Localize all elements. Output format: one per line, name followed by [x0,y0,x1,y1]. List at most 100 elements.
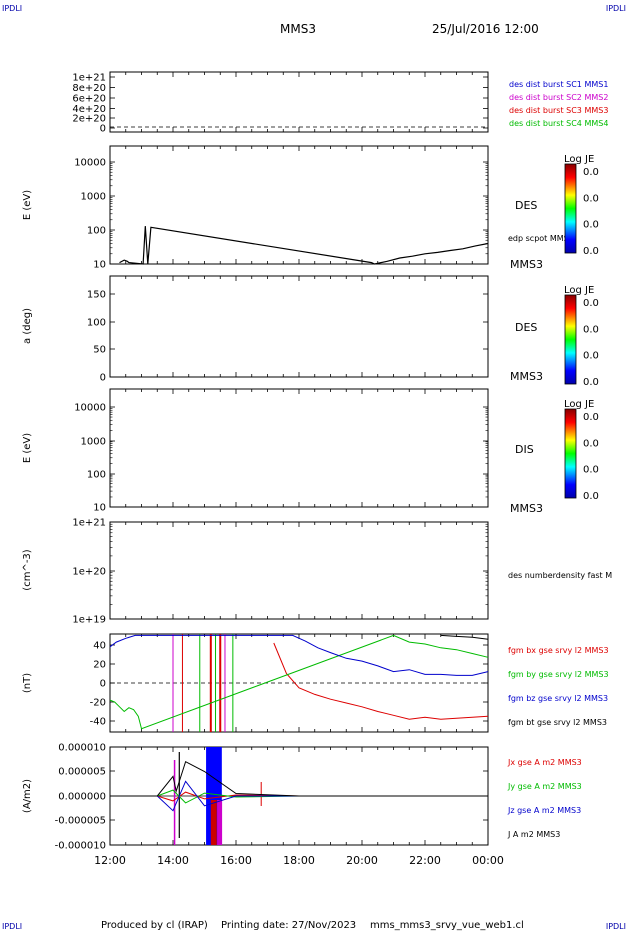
des-energy-colorbar [564,163,577,254]
des-energy-colorbar-tick-label: 0.0 [583,193,599,204]
current-panel-y-tick-label: -0.000005 [55,816,106,827]
fgm-legend-entry: fgm by gse srvy l2 MMS3 [508,670,609,679]
bottom-left-corner-label: IPDLI [2,922,23,931]
current-series-line-4 [110,760,488,797]
density-legend: des numberdensity fast M [508,571,612,580]
bottom-right-corner-label: IPDLI [605,922,626,931]
burst-legend-entry: des dist burst SC4 MMS4 [509,119,608,128]
density-panel-y-tick-label: 1e+21 [72,518,106,529]
burst-panel-y-tick-label: 6e+20 [72,94,106,105]
des-pitch-colorbar-tick-label: 0.0 [583,351,599,362]
dis-energy-panel-y-axis-label: E (eV) [22,433,33,463]
current-burst-red-block [210,800,217,845]
fgm-panel-y-tick-label: 0 [100,679,106,690]
fgm-series-line-1 [273,642,489,720]
des-energy-panel-y-tick-label: 100 [87,226,106,237]
des-pitch-colorbar-tick-label: 0.0 [583,324,599,335]
current-legend-entry: Jz gse A m2 MMS3 [507,806,581,815]
des-pitch-sublabel: MMS3 [510,370,543,383]
des-pitch-panel-frame [109,275,489,378]
des-energy-colorbar-title: Log JE [564,154,594,165]
fgm-series-line-3 [109,634,489,676]
burst-panel-y-tick-label: 8e+20 [72,83,106,94]
fgm-legend-entry: fgm bx gse srvy l2 MMS3 [508,646,609,655]
des-pitch-panel-y-tick-label: 50 [93,345,106,356]
fgm-panel-y-tick-label: 20 [93,660,106,671]
des-energy-overlay-label: edp scpot MMS3 [508,234,574,243]
burst-panel-y-tick-label: 0 [100,124,106,135]
burst-legend-entry: des dist burst SC3 MMS3 [509,106,608,115]
fgm-legend-entry: fgm bz gse srvy l2 MMS3 [508,694,608,703]
footer-produced-by: Produced by cl (IRAP) [101,920,208,931]
x-axis-time-label: 18:00 [283,854,315,867]
dis-energy-panel-y-tick-label: 100 [87,470,106,481]
des-pitch-colorbar-tick-label: 0.0 [583,298,599,309]
des-energy-colorbar-tick-label: 0.0 [583,167,599,178]
dis-energy-colorbar-tick-label: 0.0 [583,491,599,502]
fgm-panel-y-tick-label: 40 [93,641,106,652]
burst-legend-entry: des dist burst SC1 MMS1 [509,80,608,89]
dis-energy-panel-y-tick-label: 1000 [81,437,106,448]
dis-energy-colorbar-tick-label: 0.0 [583,412,599,423]
x-axis-time-label: 16:00 [220,854,252,867]
current-legend-entry: Jy gse A m2 MMS3 [507,782,582,791]
fgm-series-line-4 [440,634,489,640]
des-energy-panel-y-tick-label: 1000 [81,192,106,203]
current-panel-y-tick-label: 0.000005 [58,767,106,778]
dis-energy-label: DIS [515,443,534,456]
density-panel-y-axis-label: (cm^-3) [22,549,33,590]
x-axis-time-label: 20:00 [346,854,378,867]
x-axis-time-label: 14:00 [157,854,189,867]
des-pitch-colorbar [564,294,577,385]
fgm-panel-y-axis-label: (nT) [22,673,33,693]
density-panel-y-tick-label: 1e+19 [72,615,106,626]
footer-filename: mms_mms3_srvy_vue_web1.cl [370,920,524,931]
des-pitch-panel-y-tick-label: 100 [87,318,106,329]
des-pitch-colorbar-tick-label: 0.0 [583,377,599,388]
burst-panel-frame [109,71,489,133]
dis-energy-panel-frame [109,388,489,508]
current-panel-y-tick-label: -0.000010 [55,841,106,852]
current-panel-y-tick-label: 0.000000 [58,792,106,803]
des-energy-colorbar-tick-label: 0.0 [583,246,599,257]
des-energy-sublabel: MMS3 [510,258,543,271]
top-right-corner-label: IPDLI [605,4,626,13]
current-legend-entry: Jx gse A m2 MMS3 [507,758,582,767]
burst-panel-y-tick-label: 1e+21 [72,73,106,84]
current-burst-magenta-block [217,800,223,845]
burst-legend-entry: des dist burst SC2 MMS2 [509,93,608,102]
density-panel-frame [109,521,489,620]
dis-energy-colorbar [564,408,577,499]
fgm-panel-y-tick-label: -20 [90,698,106,709]
datetime-title: 25/Jul/2016 12:00 [432,22,539,36]
des-energy-panel-y-tick-label: 10000 [74,158,106,169]
footer-printing-date: Printing date: 27/Nov/2023 [221,920,357,931]
des-pitch-colorbar-title: Log JE [564,285,594,296]
fgm-series-line-2 [109,634,489,730]
des-energy-panel-y-tick-label: 10 [93,260,106,271]
x-axis-time-label: 12:00 [94,854,126,867]
des-energy-label: DES [515,199,537,212]
fgm-panel-y-tick-label: -40 [90,717,106,728]
burst-panel-y-tick-label: 2e+20 [72,114,106,125]
current-panel-y-axis-label: (A/m2) [22,779,33,813]
des-pitch-panel-y-tick-label: 150 [87,290,106,301]
dis-energy-colorbar-tick-label: 0.0 [583,438,599,449]
current-panel-y-tick-label: 0.000010 [58,743,106,754]
burst-panel-y-tick-label: 4e+20 [72,104,106,115]
scpot-line [119,226,489,265]
dis-energy-panel-y-tick-label: 10 [93,503,106,514]
dis-energy-colorbar-tick-label: 0.0 [583,465,599,476]
dis-energy-sublabel: MMS3 [510,502,543,515]
current-legend-entry: J A m2 MMS3 [507,830,560,839]
x-axis-time-label: 22:00 [409,854,441,867]
x-axis-time-label: 00:00 [472,854,504,867]
des-pitch-label: DES [515,321,537,334]
des-pitch-panel-y-axis-label: a (deg) [22,308,33,344]
density-panel-y-tick-label: 1e+20 [72,567,106,578]
top-left-corner-label: IPDLI [2,4,23,13]
fgm-legend-entry: fgm bt gse srvy l2 MMS3 [508,718,607,727]
des-energy-panel-frame [109,145,489,265]
des-energy-panel-y-axis-label: E (eV) [22,190,33,220]
